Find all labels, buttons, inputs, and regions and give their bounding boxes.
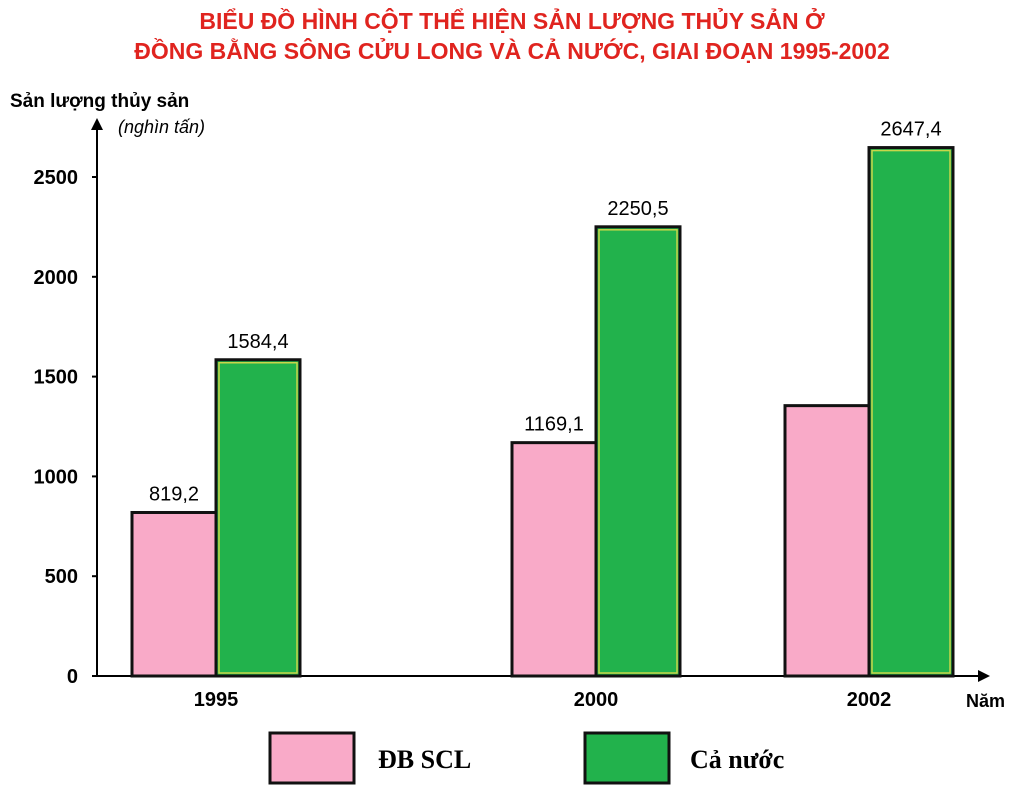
bar-db-scl-2000 [510, 441, 598, 678]
bar-db-scl-1995 [130, 510, 218, 678]
x-tick-label: 2000 [574, 689, 619, 711]
data-label: 1169,1 [524, 414, 584, 436]
chart-title-line-2: ĐỒNG BẰNG SÔNG CỬU LONG VÀ CẢ NƯỚC, GIAI… [134, 38, 890, 64]
y-axis-unit: (nghìn tấn) [118, 117, 205, 137]
x-axis-arrow [978, 670, 990, 682]
x-tick-label: 2002 [847, 689, 892, 711]
legend-label-db-scl: ĐB SCL [378, 745, 471, 774]
y-tick-label: 2000 [34, 267, 79, 289]
y-axis-label: Sản lượng thủy sản [10, 91, 189, 112]
bar-highlight [871, 149, 951, 674]
data-label: 1584,4 [227, 331, 288, 353]
bar-db-scl-2002 [783, 404, 871, 678]
bar-highlight [218, 362, 298, 674]
x-axis-label: Năm [966, 691, 1005, 711]
bar-highlight [598, 229, 678, 674]
chart-title-line-1: BIỂU ĐỒ HÌNH CỘT THỂ HIỆN SẢN LƯỢNG THỦY… [199, 8, 825, 34]
data-label: 2647,4 [880, 119, 941, 141]
y-tick-label: 500 [45, 566, 78, 588]
bar-ca-nuoc-2002 [867, 146, 955, 678]
bar-ca-nuoc-2000 [594, 225, 682, 678]
y-tick-label: 1500 [34, 367, 79, 389]
y-axis-arrow [91, 118, 103, 130]
x-tick-label: 1995 [194, 689, 239, 711]
legend-swatch-db-scl [268, 731, 356, 785]
data-label: 2250,5 [607, 198, 668, 220]
y-tick-label: 0 [67, 666, 78, 688]
y-tick-label: 1000 [34, 466, 79, 488]
legend-label-ca-nuoc: Cả nước [690, 745, 784, 774]
bar-ca-nuoc-1995 [214, 358, 302, 678]
data-label: 819,2 [149, 483, 199, 505]
y-tick-label: 2500 [34, 167, 79, 189]
legend-swatch-ca-nuoc [583, 731, 671, 785]
